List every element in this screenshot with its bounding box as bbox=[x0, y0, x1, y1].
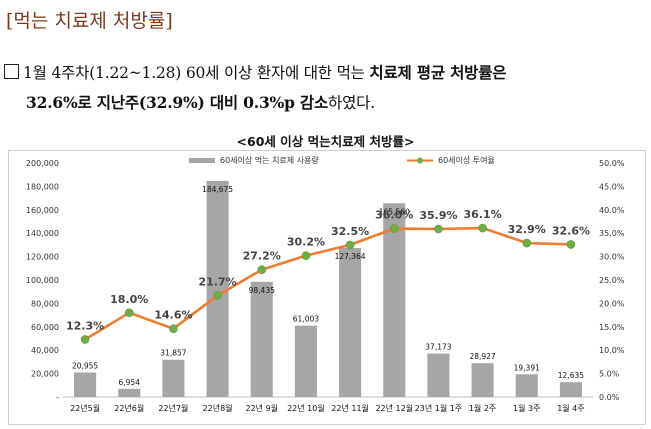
legend-line-marker bbox=[417, 157, 423, 164]
bar bbox=[118, 388, 141, 397]
y-left-tick-label: 120,000 bbox=[26, 253, 59, 262]
rate-value-label: 18.0% bbox=[110, 293, 148, 306]
rate-point bbox=[522, 238, 532, 248]
y-right-tick-label: 5.0% bbox=[599, 370, 620, 379]
x-tick-label: 22년6월 bbox=[114, 403, 144, 413]
y-right-tick-label: 10.0% bbox=[599, 346, 625, 355]
rate-value-label: 32.6% bbox=[552, 224, 590, 237]
x-tick-label: 1월 2주 bbox=[469, 403, 496, 413]
x-tick-label: 22년 10월 bbox=[287, 403, 325, 413]
rate-value-label: 32.9% bbox=[508, 223, 546, 236]
y-left-tick-label: 40,000 bbox=[31, 346, 59, 355]
combo-chart: - 20,000 40,000 60,000 80,000 100,000 120,000 1… bbox=[26, 155, 625, 413]
y-left-tick-label: 20,000 bbox=[31, 370, 59, 379]
bar-value-label: 6,954 bbox=[119, 378, 141, 387]
y-right-tick-label: 35.0% bbox=[599, 229, 625, 238]
rate-value-label: 12.3% bbox=[66, 319, 104, 332]
x-tick-label: 23년 1월 1주 bbox=[415, 403, 463, 413]
x-tick-label: 22년 9월 bbox=[245, 403, 278, 413]
bar bbox=[250, 281, 273, 397]
summary-line2-bold: 32.6%로 지난주(32.9%) 대비 0.3%p 감소 bbox=[26, 93, 329, 112]
bar bbox=[559, 382, 582, 397]
y-left-tick-label: 100,000 bbox=[26, 276, 59, 285]
x-tick-label: 1월 3주 bbox=[513, 403, 540, 413]
y-right-tick-label: 30.0% bbox=[599, 253, 625, 262]
bar bbox=[515, 374, 538, 397]
rate-value-label: 27.2% bbox=[243, 250, 281, 263]
bar bbox=[206, 180, 229, 397]
rate-value-label: 36.1% bbox=[463, 208, 501, 221]
bar-value-label: 31,857 bbox=[160, 349, 186, 358]
rate-line bbox=[84, 226, 571, 341]
rate-value-label: 14.6% bbox=[154, 309, 192, 322]
rate-point bbox=[257, 265, 267, 275]
bar bbox=[74, 372, 97, 397]
x-tick-label: 1월 4주 bbox=[557, 403, 584, 413]
bar-value-label: 61,003 bbox=[293, 315, 319, 324]
bar-value-label: 98,435 bbox=[249, 286, 275, 295]
bar bbox=[294, 325, 317, 397]
bar bbox=[383, 203, 406, 397]
y-right-tick-label: 50.0% bbox=[599, 159, 625, 168]
legend-bar-label: 60세이상 먹는 치료제 사용량 bbox=[220, 155, 319, 165]
rate-point bbox=[301, 251, 311, 260]
summary-line1-bold: 치료제 평균 처방률은 bbox=[369, 63, 507, 82]
bar bbox=[427, 353, 450, 397]
y-left-tick-label: 60,000 bbox=[31, 323, 59, 332]
rate-point bbox=[434, 224, 443, 234]
y-right-tick-label: 40.0% bbox=[599, 206, 625, 215]
bar-value-label: 28,927 bbox=[469, 352, 495, 361]
y-right-tick-label: 15.0% bbox=[599, 323, 625, 332]
bar-value-label: 165,560 bbox=[379, 207, 410, 216]
x-tick-label: 22년7월 bbox=[158, 403, 188, 413]
rate-point bbox=[80, 335, 90, 344]
y-left-tick-label: 160,000 bbox=[26, 206, 59, 215]
x-tick-label: 22년5월 bbox=[70, 403, 100, 413]
y-left-tick-label: 180,000 bbox=[26, 182, 59, 191]
legend-line-label: 60세이상 투여율 bbox=[438, 155, 495, 165]
x-tick-label: 22년 12월 bbox=[375, 403, 413, 413]
bar bbox=[471, 363, 494, 397]
y-right-tick-label: 45.0% bbox=[599, 182, 625, 191]
y-left-tick-label: 80,000 bbox=[31, 299, 59, 308]
rate-point bbox=[124, 308, 134, 318]
y-left-tick-label: 140,000 bbox=[26, 229, 59, 238]
bar-value-label: 127,364 bbox=[335, 252, 366, 261]
bar bbox=[162, 359, 185, 397]
rate-value-label: 36.0% bbox=[375, 209, 413, 222]
y-right-tick-label: 20.0% bbox=[599, 299, 625, 308]
y-right-tick-label: 0.0% bbox=[599, 393, 620, 402]
summary-line1-text: 1월 4주차(1.22~1.28) 60세 이상 환자에 대한 먹는 bbox=[23, 64, 370, 82]
summary-line2-text: 하였다. bbox=[328, 94, 375, 112]
x-tick-label: 22년 11월 bbox=[331, 403, 369, 413]
rate-point bbox=[213, 291, 222, 300]
section-title: [먹는 치료제 처방률] bbox=[6, 10, 173, 32]
rate-point bbox=[169, 324, 178, 333]
rate-value-label: 30.2% bbox=[287, 236, 325, 249]
summary-paragraph: 1월 4주차(1.22~1.28) 60세 이상 환자에 대한 먹는 치료제 평… bbox=[4, 58, 644, 118]
y-right-tick-label: 25.0% bbox=[599, 276, 625, 285]
rate-point bbox=[478, 223, 487, 233]
bar bbox=[339, 247, 362, 397]
bar-value-label: 12,635 bbox=[558, 371, 584, 380]
square-bullet-icon bbox=[4, 64, 19, 79]
rate-value-label: 35.9% bbox=[419, 209, 457, 222]
bar-value-label: 184,675 bbox=[202, 185, 233, 194]
y-left-tick-label: - bbox=[56, 393, 59, 402]
bar-value-label: 19,391 bbox=[514, 363, 540, 372]
bar-value-label: 37,173 bbox=[425, 343, 451, 352]
rate-value-label: 21.7% bbox=[198, 275, 236, 288]
rate-value-label: 32.5% bbox=[331, 225, 369, 238]
rate-point bbox=[389, 224, 399, 233]
bar-value-label: 20,955 bbox=[72, 361, 98, 370]
chart-title: <60세 이상 먹는치료제 처방률> bbox=[236, 134, 415, 149]
x-tick-label: 22년8월 bbox=[203, 403, 233, 413]
legend-bar-swatch bbox=[189, 158, 215, 163]
y-left-tick-label: 200,000 bbox=[26, 159, 59, 168]
rate-point bbox=[345, 240, 355, 250]
rate-point bbox=[566, 240, 576, 249]
chart-frame: - 20,000 40,000 60,000 80,000 100,000 120,000 1… bbox=[8, 150, 646, 425]
